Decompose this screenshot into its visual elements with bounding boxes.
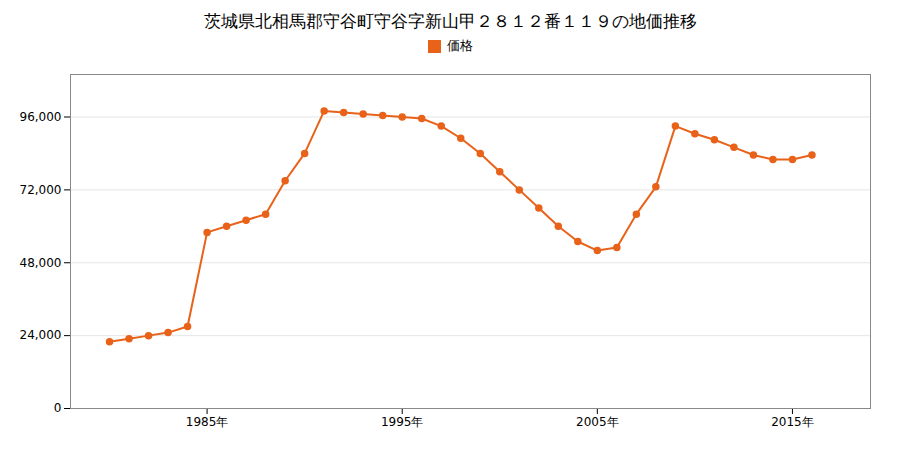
svg-text:96,000: 96,000 <box>20 110 62 124</box>
svg-text:48,000: 48,000 <box>20 256 62 270</box>
svg-text:1985年: 1985年 <box>186 415 229 429</box>
svg-text:2005年: 2005年 <box>576 415 619 429</box>
svg-text:2015年: 2015年 <box>771 415 814 429</box>
html-text:価格: 価格 <box>446 38 473 53</box>
svg-text:24,000: 24,000 <box>20 328 62 342</box>
svg-text:1995年: 1995年 <box>381 415 424 429</box>
html-text:茨城県北相馬郡守谷町守谷字新山甲２８１２番１１９の地価推移: 茨城県北相馬郡守谷町守谷字新山甲２８１２番１１９の地価推移 <box>203 11 697 31</box>
svg-text:0: 0 <box>54 401 62 415</box>
svg-text:72,000: 72,000 <box>20 183 62 197</box>
